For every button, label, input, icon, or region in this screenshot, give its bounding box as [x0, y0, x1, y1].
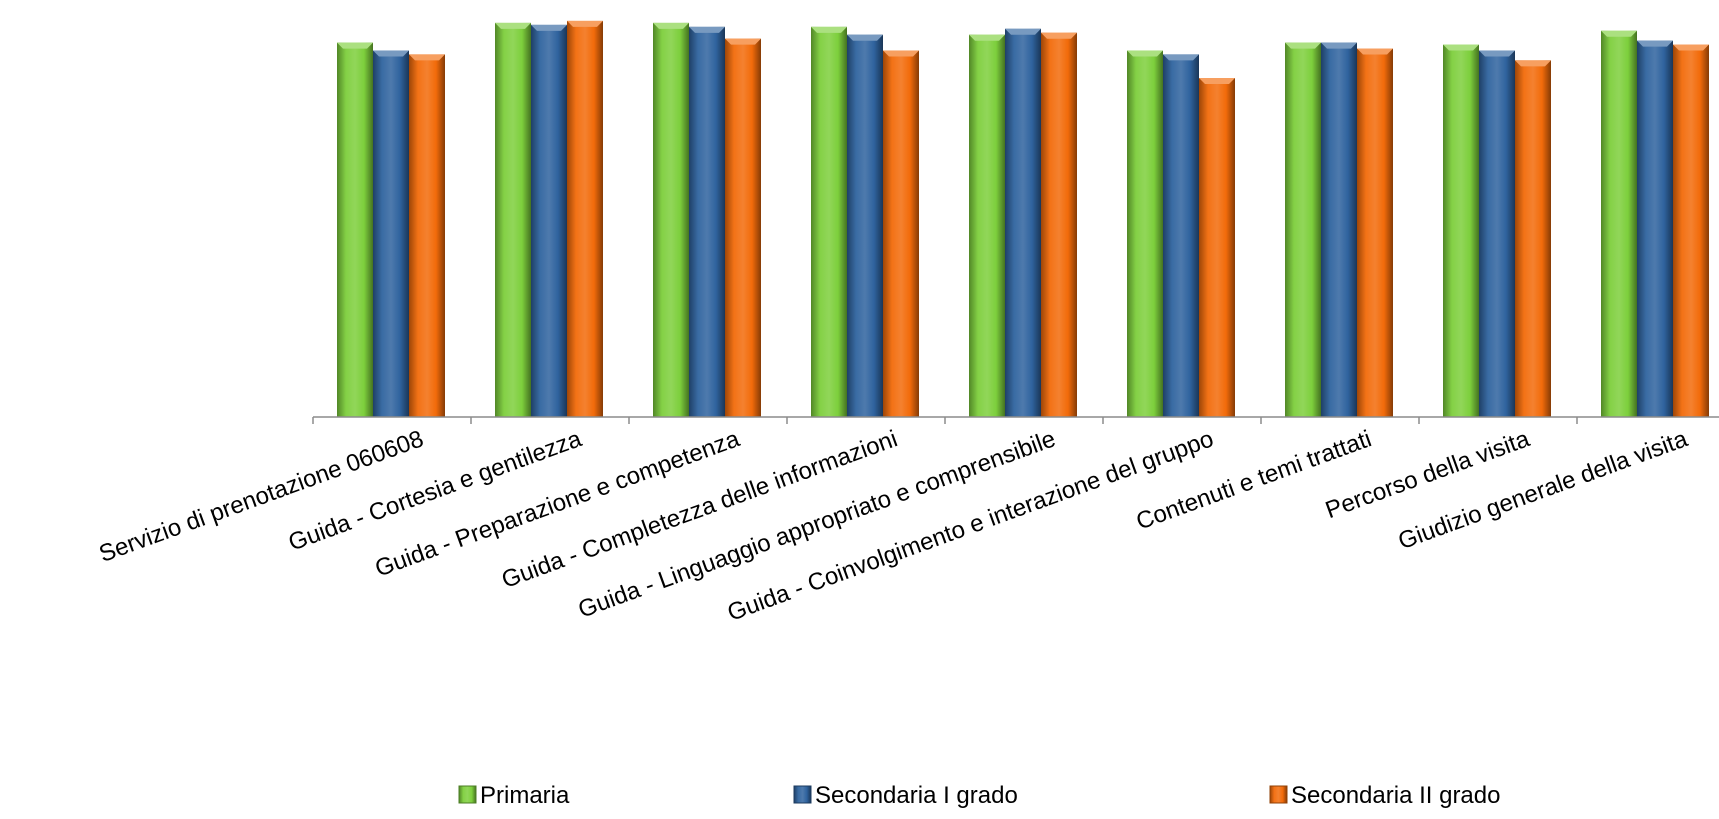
bar-body	[1443, 44, 1479, 417]
bar-bevel	[1479, 50, 1515, 57]
bar-secondaria-i-grado-9	[1637, 40, 1673, 417]
bar-primaria-4	[811, 26, 847, 418]
legend-swatch	[458, 785, 477, 804]
bar-primaria-2	[495, 22, 531, 417]
bar-secondaria-ii-grado-8	[1515, 60, 1551, 418]
bar-body	[1199, 78, 1235, 417]
bar-bevel	[1673, 44, 1709, 51]
bar-bevel	[1163, 54, 1199, 61]
bar-secondaria-i-grado-6	[1163, 54, 1199, 417]
bar-bevel	[847, 34, 883, 41]
bar-bevel	[337, 42, 373, 49]
bar-secondaria-i-grado-1	[373, 50, 409, 418]
bar-bevel	[409, 54, 445, 61]
bar-bevel	[969, 34, 1005, 41]
bar-body	[1163, 54, 1199, 417]
bar-bevel	[1321, 42, 1357, 49]
legend-item-secondaria-ii-grado: Secondaria II grado	[1269, 782, 1500, 809]
bar-body	[373, 50, 409, 418]
bar-body	[495, 22, 531, 417]
bar-secondaria-i-grado-8	[1479, 50, 1515, 418]
bar-bevel	[689, 26, 725, 33]
bar-body	[1637, 40, 1673, 417]
bar-body	[883, 50, 919, 418]
bar-body	[725, 38, 761, 417]
bar-body	[969, 34, 1005, 418]
x-tick-label: Giudizio generale della visita	[1395, 425, 1692, 555]
bar-secondaria-ii-grado-6	[1199, 78, 1235, 417]
bar-secondaria-ii-grado-7	[1357, 48, 1393, 417]
bar-secondaria-ii-grado-5	[1041, 32, 1077, 418]
bar-bevel	[1637, 40, 1673, 47]
bar-bevel	[567, 20, 603, 27]
legend-item-primaria: Primaria	[458, 782, 570, 809]
bar-secondaria-i-grado-3	[689, 26, 725, 418]
bar-primaria-8	[1443, 44, 1479, 417]
bar-bevel	[1005, 28, 1041, 35]
bar-bevel	[1601, 30, 1637, 37]
bar-bevel	[495, 22, 531, 29]
bar-secondaria-ii-grado-9	[1673, 44, 1709, 417]
bar-body	[1041, 32, 1077, 418]
legend-label: Primaria	[480, 782, 570, 809]
legend-label: Secondaria I grado	[815, 782, 1018, 809]
bar-bevel	[811, 26, 847, 33]
bar-bevel	[725, 38, 761, 45]
x-axis-ticks	[312, 417, 1578, 424]
bar-bevel	[883, 50, 919, 57]
bar-bevel	[1357, 48, 1393, 55]
bar-secondaria-ii-grado-3	[725, 38, 761, 417]
bar-bevel	[1041, 32, 1077, 39]
bar-secondaria-ii-grado-2	[567, 20, 603, 417]
bar-secondaria-i-grado-4	[847, 34, 883, 418]
bar-bevel	[373, 50, 409, 57]
bar-primaria-6	[1127, 50, 1163, 418]
bar-body	[1127, 50, 1163, 418]
bar-body	[811, 26, 847, 418]
bar-body	[653, 22, 689, 417]
bar-body	[1321, 42, 1357, 418]
legend-item-secondaria-i-grado: Secondaria I grado	[793, 782, 1018, 809]
bar-primaria-7	[1285, 42, 1321, 418]
bar-body	[689, 26, 725, 418]
legend-swatch	[1269, 785, 1288, 804]
bar-bevel	[1199, 78, 1235, 85]
legend-swatch	[793, 785, 812, 804]
bar-secondaria-i-grado-5	[1005, 28, 1041, 417]
bar-body	[1285, 42, 1321, 418]
bar-body	[1601, 30, 1637, 417]
bar-primaria-3	[653, 22, 689, 417]
bar-body	[1673, 44, 1709, 417]
bar-body	[1357, 48, 1393, 417]
bar-body	[1479, 50, 1515, 418]
bar-bevel	[653, 22, 689, 29]
legend: Primaria Secondaria I grado Secondaria II …	[458, 782, 1500, 809]
bar-secondaria-ii-grado-4	[883, 50, 919, 418]
bar-secondaria-i-grado-7	[1321, 42, 1357, 418]
bar-primaria-9	[1601, 30, 1637, 417]
legend-label: Secondaria II grado	[1291, 782, 1500, 809]
bar-bevel	[1127, 50, 1163, 57]
bar-secondaria-ii-grado-1	[409, 54, 445, 417]
bars-layer	[337, 20, 1709, 418]
bar-secondaria-i-grado-2	[531, 24, 567, 418]
bar-body	[337, 42, 373, 418]
bar-bevel	[1285, 42, 1321, 49]
bar-bevel	[1443, 44, 1479, 51]
bar-body	[409, 54, 445, 417]
bar-bevel	[531, 24, 567, 31]
bar-primaria-5	[969, 34, 1005, 418]
bar-body	[1005, 28, 1041, 417]
bar-bevel	[1515, 60, 1551, 67]
bar-primaria-1	[337, 42, 373, 418]
bar-body	[1515, 60, 1551, 418]
bar-body	[567, 20, 603, 417]
bar-body	[531, 24, 567, 418]
bar-body	[847, 34, 883, 418]
